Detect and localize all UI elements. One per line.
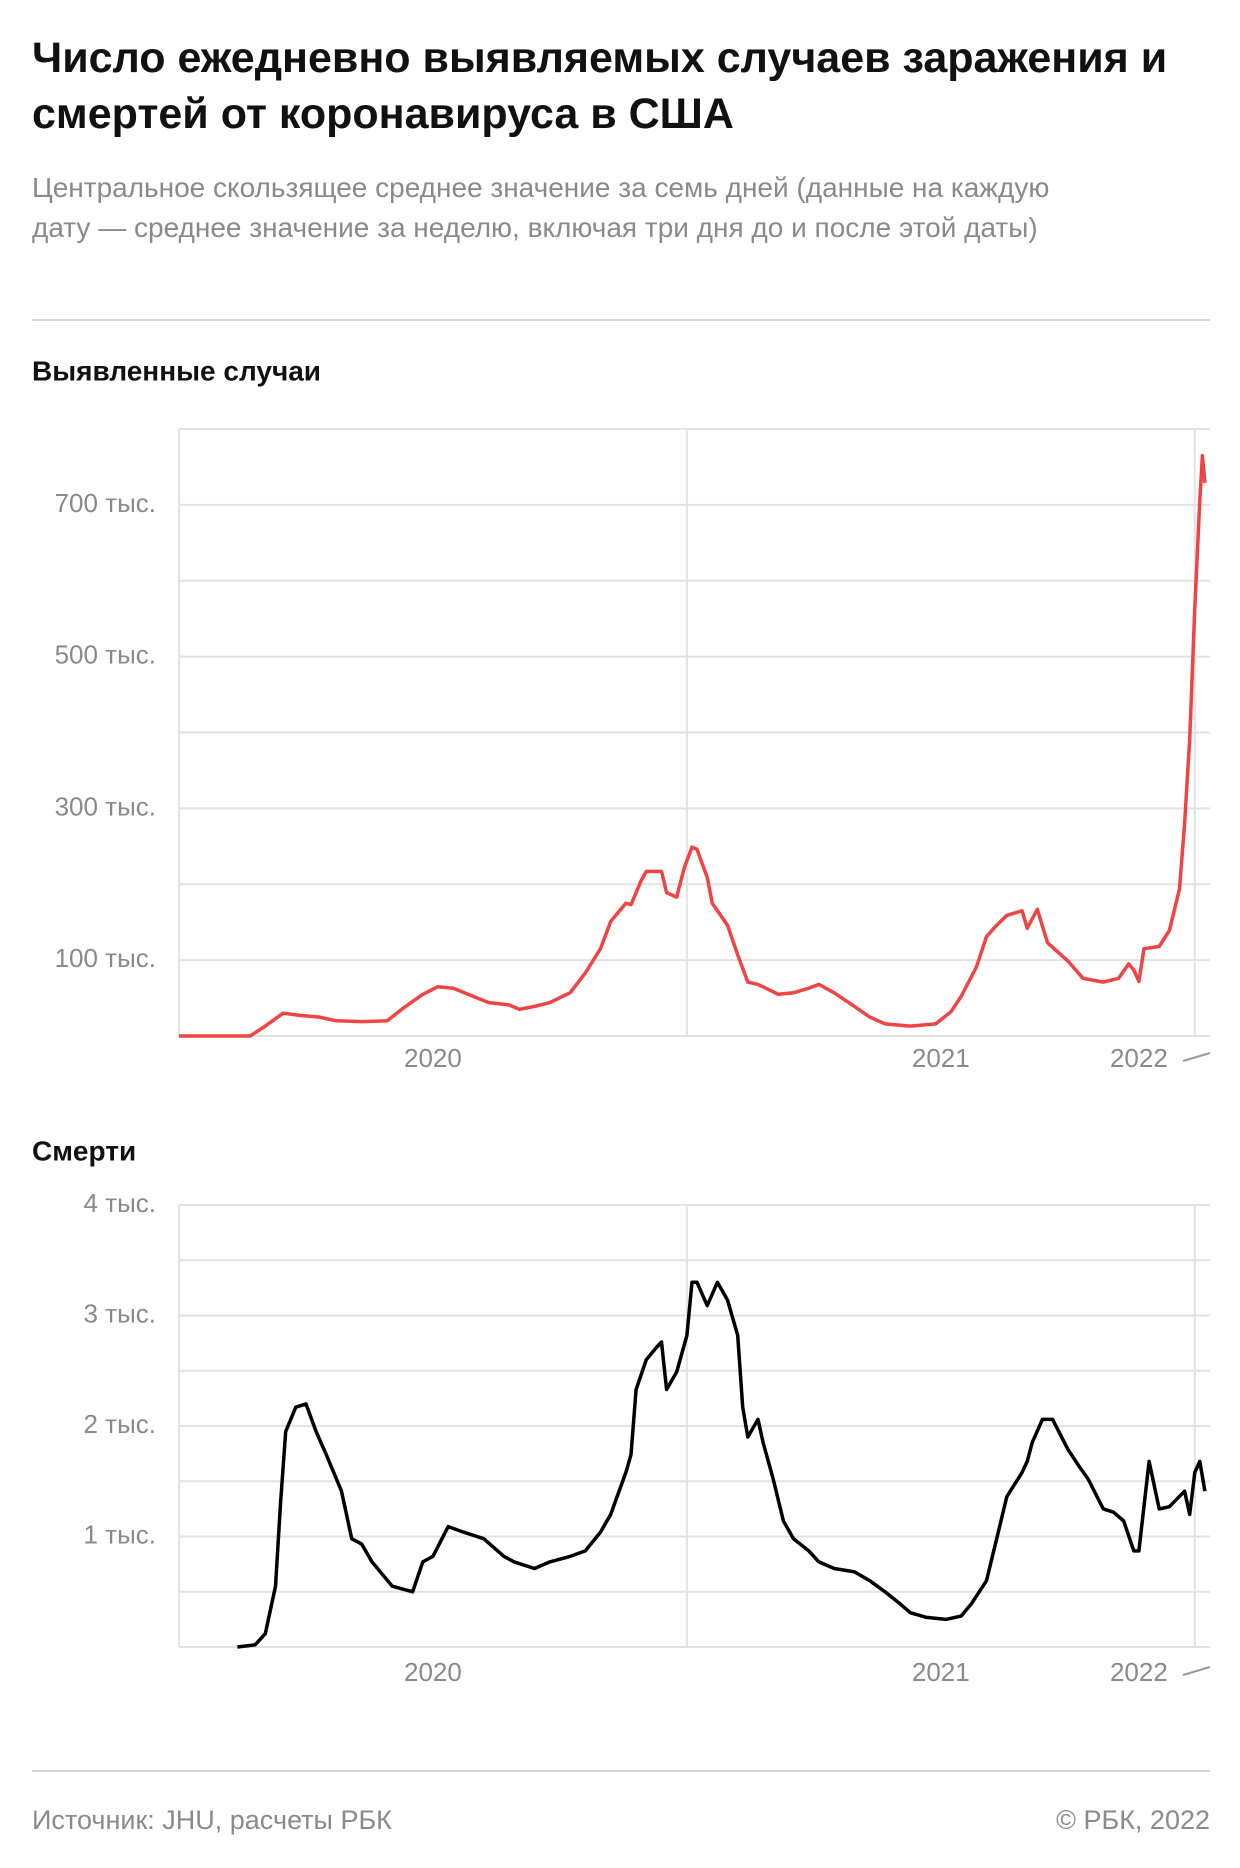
x-tick-label: 2021 — [912, 1657, 970, 1687]
x-tick-label: 2020 — [404, 1043, 462, 1073]
axis-break — [1182, 1666, 1211, 1676]
x-tick-label: 2022 — [1110, 1657, 1168, 1687]
y-tick-label: 300 тыс. — [55, 791, 156, 821]
y-tick-label: 4 тыс. — [83, 1188, 156, 1218]
chart-title: Выявленные случаи — [32, 355, 321, 386]
title: Число ежедневно выявляемых случаев зараж… — [32, 34, 1168, 138]
axis-break — [1182, 1052, 1211, 1062]
y-tick-label: 700 тыс. — [55, 488, 156, 518]
y-tick-label: 3 тыс. — [83, 1298, 156, 1328]
x-tick-label: 2022 — [1110, 1043, 1168, 1073]
x-tick-label: 2021 — [912, 1043, 970, 1073]
chart-title: Смерти — [32, 1135, 136, 1166]
source: Источник: JHU, расчеты РБК — [32, 1805, 392, 1835]
y-tick-label: 100 тыс. — [55, 943, 156, 973]
y-tick-label: 2 тыс. — [83, 1409, 156, 1439]
x-tick-label: 2020 — [404, 1657, 462, 1687]
data-line — [179, 453, 1207, 1038]
data-line — [237, 1280, 1207, 1649]
y-tick-label: 500 тыс. — [55, 640, 156, 670]
y-tick-label: 1 тыс. — [83, 1519, 156, 1549]
subtitle: Центральное скользящее среднее значение … — [32, 172, 1050, 243]
credit: © РБК, 2022 — [1056, 1805, 1210, 1835]
